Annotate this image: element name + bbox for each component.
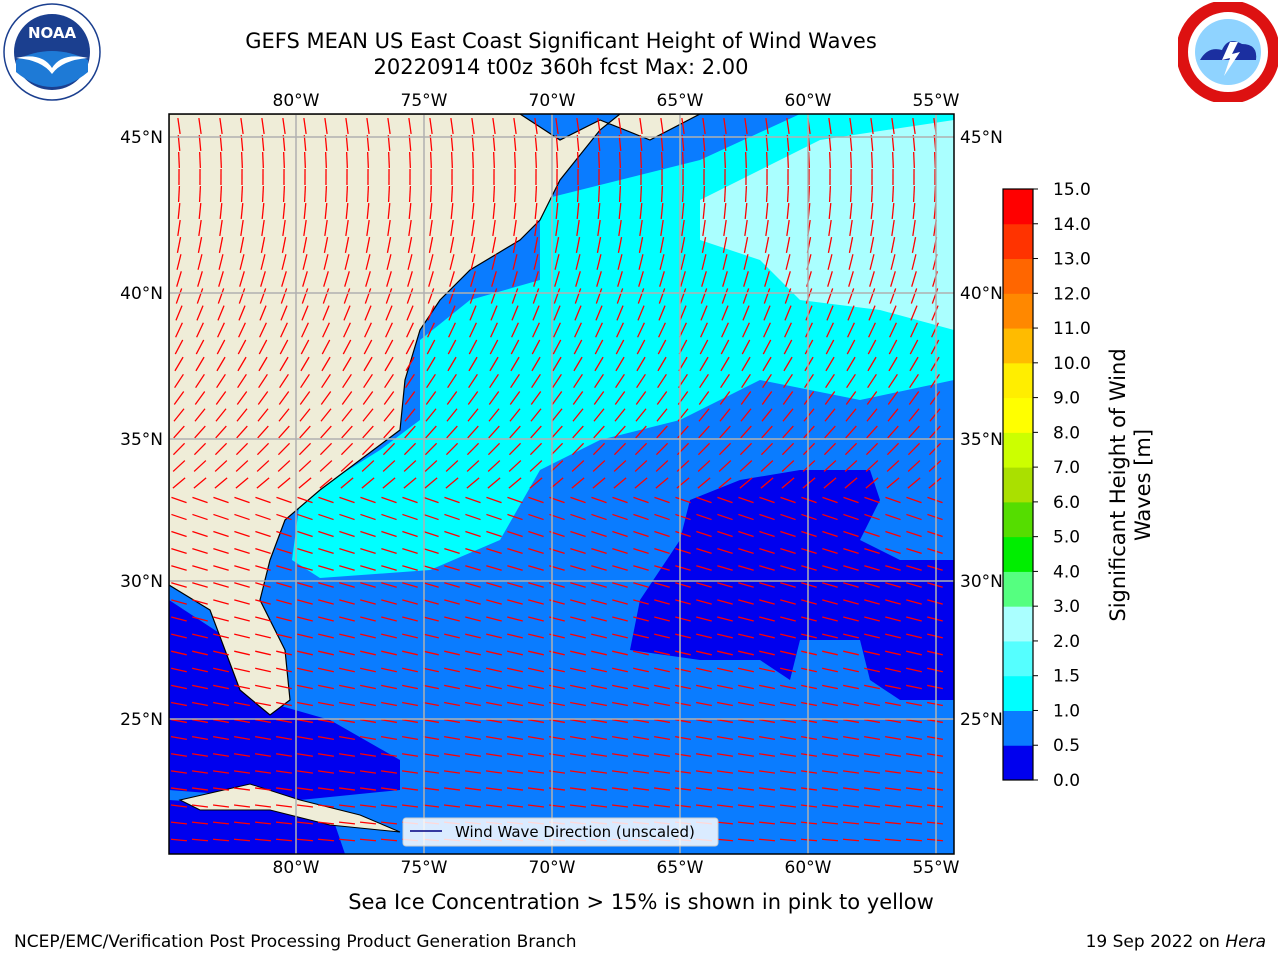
lon-label-bottom: 55°W <box>913 858 960 878</box>
colorbar-tick-label: 2.0 <box>1053 632 1080 652</box>
colorbar-segment <box>1003 745 1033 781</box>
lat-label-right: 40°N <box>960 284 1003 304</box>
lat-label-left: 40°N <box>120 284 163 304</box>
colorbar-segment <box>1003 432 1033 468</box>
colorbar-tick-label: 7.0 <box>1053 458 1080 478</box>
lon-label-bottom: 60°W <box>785 858 832 878</box>
chart-title: GEFS MEAN US East Coast Significant Heig… <box>245 29 877 53</box>
colorbar-segment <box>1003 223 1033 260</box>
footer-date-text: 19 Sep 2022 on <box>1085 932 1226 952</box>
colorbar-tick-label: 0.5 <box>1053 736 1080 756</box>
colorbar-tick-label: 5.0 <box>1053 528 1080 548</box>
map-frame <box>168 113 955 855</box>
lon-label-top: 80°W <box>273 91 320 111</box>
lon-label-top: 65°W <box>657 91 704 111</box>
lat-label-left: 25°N <box>120 710 163 730</box>
nws-logo <box>1178 2 1278 102</box>
wave-band-1-5 <box>700 120 954 330</box>
chart-subtitle: 20220914 t00z 360h fcst Max: 2.00 <box>373 55 749 79</box>
colorbar-tick-label: 13.0 <box>1053 250 1091 270</box>
colorbar-tick-label: 11.0 <box>1053 319 1091 339</box>
colorbar: 0.0 0.5 1.0 1.5 2.0 3.0 4.0 5.0 6.0 7.0 8.0 9.0 10.0… <box>1002 180 1155 791</box>
lat-label-right: 45°N <box>960 128 1003 148</box>
footer-host: Hera <box>1225 932 1266 952</box>
lon-label-top: 70°W <box>529 91 576 111</box>
lat-label-left: 45°N <box>120 128 163 148</box>
noaa-logo: NOAA <box>3 3 101 101</box>
lat-label-left: 30°N <box>120 572 163 592</box>
colorbar-segment <box>1003 467 1033 503</box>
colorbar-tick-label: 15.0 <box>1053 180 1091 200</box>
lat-label-left: 35°N <box>120 430 163 450</box>
legend-box <box>402 817 719 847</box>
lat-label-right: 25°N <box>960 710 1003 730</box>
gridlines <box>169 114 954 854</box>
lon-label-bottom: 80°W <box>273 858 320 878</box>
colorbar-tick-label: 4.0 <box>1053 562 1080 582</box>
colorbar-segment <box>1003 501 1033 538</box>
footer-date: 19 Sep 2022 on Hera <box>1086 932 1266 952</box>
footer-credit: NCEP/EMC/Verification Post Processing Pr… <box>14 932 577 952</box>
colorbar-tick-label: 3.0 <box>1053 597 1080 617</box>
colorbar-segment <box>1003 675 1033 711</box>
colorbar-tick-label: 9.0 <box>1053 389 1080 409</box>
lat-label-right: 30°N <box>960 572 1003 592</box>
colorbar-segment <box>1003 328 1033 364</box>
colorbar-segment <box>1003 606 1033 642</box>
lon-label-top: 75°W <box>401 91 448 111</box>
colorbar-segment <box>1003 362 1033 399</box>
colorbar-tick-label: 10.0 <box>1053 354 1091 374</box>
colorbar-tick-label: 6.0 <box>1053 493 1080 513</box>
colorbar-segment <box>1003 710 1033 746</box>
colorbar-tick-label: 1.5 <box>1053 667 1080 687</box>
colorbar-segment <box>1003 571 1033 607</box>
colorbar-tick-label: 14.0 <box>1053 215 1091 235</box>
colorbar-segment <box>1003 536 1033 572</box>
north-america-land <box>169 114 701 716</box>
colorbar-segment <box>1003 293 1033 329</box>
lon-label-top: 60°W <box>785 91 832 111</box>
wave-band-0-0 <box>630 470 954 700</box>
svg-text:NOAA: NOAA <box>28 24 77 42</box>
lon-label-bottom: 70°W <box>529 858 576 878</box>
colorbar-tick-label: 0.0 <box>1053 771 1080 791</box>
colorbar-segment <box>1003 640 1033 677</box>
colorbar-segment <box>1003 397 1033 433</box>
sea-ice-note: Sea Ice Concentration > 15% is shown in … <box>348 890 934 914</box>
colorbar-segment <box>1003 258 1033 294</box>
legend-label: Wind Wave Direction (unscaled) <box>455 823 695 841</box>
colorbar-tick-label: 8.0 <box>1053 423 1080 443</box>
lon-label-top: 55°W <box>913 91 960 111</box>
lon-label-bottom: 75°W <box>401 858 448 878</box>
colorbar-label: Significant Height of WindWaves [m] <box>1106 348 1155 621</box>
colorbar-segment <box>1003 189 1033 225</box>
lat-label-right: 35°N <box>960 430 1003 450</box>
lon-label-bottom: 65°W <box>657 858 704 878</box>
colorbar-tick-label: 1.0 <box>1053 701 1080 721</box>
colorbar-tick-label: 12.0 <box>1053 284 1091 304</box>
